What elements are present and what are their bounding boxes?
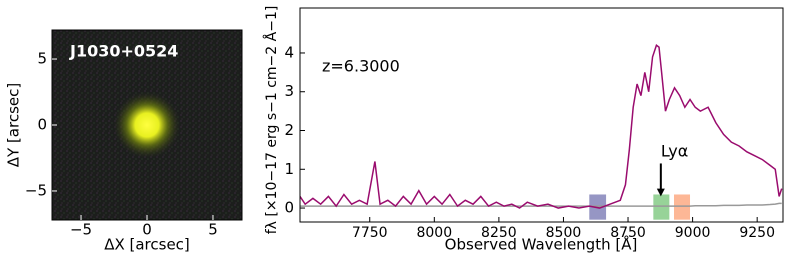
image-panel: J1030+0524 ΔX [arcsec] ΔY [arcsec] <box>5 29 243 254</box>
x-tick-label: 5 <box>208 221 218 239</box>
line-label: Lyα <box>661 141 688 160</box>
x-tick-label: 8000 <box>416 225 452 241</box>
x-tick-label: −5 <box>70 221 92 239</box>
y-axis-label: ΔY [arcsec] <box>5 83 23 167</box>
x-tick-label: 8500 <box>546 225 582 241</box>
y-tick-label: 0 <box>37 116 47 134</box>
filter-band <box>674 194 691 220</box>
y-tick-label: 3 <box>284 82 294 100</box>
y-tick-label: 0 <box>284 199 294 217</box>
x-axis-label: Observed Wavelength [Å] <box>445 235 638 254</box>
spectrum-line <box>300 202 782 207</box>
image-title: J1030+0524 <box>69 42 178 61</box>
x-axis-label: ΔX [arcsec] <box>104 236 190 254</box>
y-axis-label: fλ [×10−17 erg s−1 cm−2 Å−1] <box>263 6 280 235</box>
arrow-head <box>656 188 665 197</box>
x-tick-label: 8250 <box>481 225 517 241</box>
y-tick-label: 5 <box>37 50 47 68</box>
x-tick-label: 7750 <box>352 225 388 241</box>
x-tick-label: 9250 <box>739 225 775 241</box>
quasar-source <box>113 91 181 159</box>
x-tick-label: 0 <box>142 221 152 239</box>
x-tick-label: 8750 <box>610 225 646 241</box>
y-tick-label: −5 <box>25 181 47 199</box>
spectrum-line <box>300 43 783 209</box>
spectrum-panel: fλ [×10−17 erg s−1 cm−2 Å−1] Observed Wa… <box>263 6 637 254</box>
y-tick-label: 1 <box>284 160 294 178</box>
plot-frame <box>299 7 784 223</box>
x-tick-label: 9000 <box>675 225 711 241</box>
redshift-label: z=6.3000 <box>322 57 400 76</box>
y-tick-label: 2 <box>284 121 294 139</box>
y-tick-label: 4 <box>284 43 294 61</box>
filter-band <box>653 194 670 220</box>
